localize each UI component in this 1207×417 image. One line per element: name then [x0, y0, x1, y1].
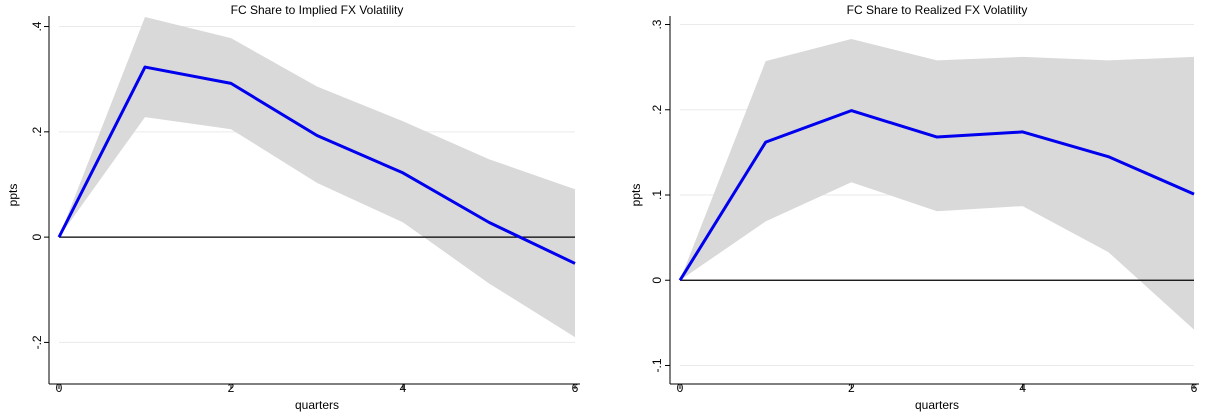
- x-tick-label-1: 2: [228, 381, 235, 395]
- chart-realized-fx-volatility: -.1 0 .1 .2 .3 0 2 4 6 FC Share to Realized FX Vo…: [629, 3, 1199, 412]
- confidence-band: [680, 39, 1194, 330]
- y-tick-label-0: -.2: [30, 335, 44, 349]
- chart-title: FC Share to Implied FX Volatility: [231, 3, 404, 17]
- x-tick-label-1: 2: [848, 381, 855, 395]
- y-tick-label-4: .3: [650, 19, 664, 29]
- x-tick-label-0: 0: [677, 381, 684, 395]
- x-tick-label-2: 4: [400, 381, 407, 395]
- x-tick-label-0: 0: [56, 381, 63, 395]
- chart-title: FC Share to Realized FX Volatility: [847, 3, 1028, 17]
- y-tick-label-1: 0: [650, 277, 664, 284]
- y-tick-label-1: 0: [30, 233, 44, 240]
- y-tick-label-0: -.1: [650, 358, 664, 372]
- y-axis-label: ppts: [629, 184, 643, 207]
- y-tick-label-2: .2: [30, 126, 44, 136]
- x-axis-label: quarters: [295, 398, 339, 412]
- x-tick-label-2: 4: [1019, 381, 1026, 395]
- x-tick-label-3: 6: [1191, 381, 1198, 395]
- confidence-band: [59, 17, 575, 338]
- x-axis-label: quarters: [915, 398, 959, 412]
- y-axis-label: ppts: [6, 184, 20, 207]
- y-tick-label-3: .2: [650, 104, 664, 114]
- y-tick-label-2: .1: [650, 190, 664, 200]
- chart-implied-fx-volatility: -.2 0 .2 .4 0 2 4 6 FC Share to Implied FX Volat…: [6, 3, 580, 412]
- y-tick-label-3: .4: [30, 21, 44, 31]
- x-tick-label-3: 6: [572, 381, 579, 395]
